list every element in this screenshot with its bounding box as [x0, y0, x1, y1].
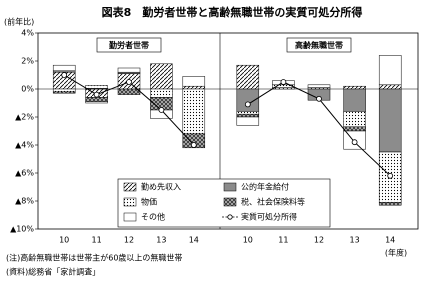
bar-segment — [182, 88, 206, 135]
line-marker — [387, 172, 394, 179]
x-tick-label: 10 — [243, 236, 253, 245]
x-tick-label: 11 — [92, 236, 102, 245]
bar-segment — [343, 85, 366, 90]
bar-segment — [85, 85, 108, 89]
legend-swatch — [223, 182, 237, 192]
y-tick-label: ▲4% — [15, 141, 34, 150]
legend-swatch — [123, 197, 137, 207]
bar-segment — [378, 202, 402, 206]
line-marker — [244, 101, 251, 108]
bar-segment — [85, 101, 108, 104]
y-tick-label: 2% — [21, 57, 34, 66]
bar-segment — [343, 88, 366, 112]
bar-segment — [236, 88, 260, 112]
x-tick-label: 14 — [385, 236, 395, 245]
legend-swatch — [123, 212, 137, 222]
line-marker — [93, 91, 100, 98]
x-unit: (年度) — [385, 248, 407, 258]
bar-segment — [52, 88, 76, 93]
chart-title: 図表8 勤労者世帯と高齢無職世帯の実質可処分所得 — [102, 5, 363, 19]
bar-segment — [236, 64, 260, 90]
legend-label: 実質可処分所得 — [241, 212, 297, 222]
line-marker — [126, 79, 132, 85]
legend-label: 物価 — [141, 197, 157, 207]
legend-marker — [227, 214, 233, 220]
legend-label: 税、社会保険料等 — [241, 197, 305, 207]
x-tick-label: 13 — [350, 236, 360, 245]
line-marker — [190, 142, 197, 148]
bar-segment — [378, 55, 402, 86]
panel-title: 勤労者世帯 — [109, 40, 149, 50]
bar-segment — [182, 85, 206, 90]
note: (資料)総務省「家計調査」 — [6, 267, 100, 277]
bar-segment — [117, 88, 141, 95]
plot-frame — [37, 32, 419, 230]
bar-segment — [236, 116, 260, 126]
bar-segment — [307, 84, 331, 88]
legend-swatch — [223, 197, 237, 207]
line-marker — [61, 72, 68, 78]
bar-segment — [150, 88, 173, 98]
panel-title-box — [286, 37, 352, 53]
bar-segment — [343, 126, 366, 132]
bar-segment — [150, 63, 173, 90]
x-tick-label: 10 — [59, 236, 69, 245]
bar-segment — [343, 111, 366, 128]
x-tick-label: 11 — [278, 236, 288, 245]
line-marker — [316, 95, 322, 102]
y-tick-label: ▲2% — [15, 113, 34, 122]
y-tick-label: ▲6% — [15, 169, 34, 178]
panel-title-box — [96, 37, 162, 53]
x-tick-label: 12 — [124, 236, 134, 245]
line-marker — [280, 79, 287, 85]
x-tick-label: 13 — [156, 236, 166, 245]
bar-segment — [236, 113, 260, 118]
line-marker — [351, 139, 358, 146]
bar-segment — [117, 67, 141, 73]
y-axis-label: (前年比) — [4, 17, 34, 27]
legend-swatch — [123, 182, 137, 192]
y-tick-label: ▲8% — [15, 197, 34, 206]
bar-segment — [236, 111, 260, 115]
panel-title: 高齢無職世帯 — [295, 40, 343, 50]
x-tick-label: 12 — [314, 236, 324, 245]
legend-label: 公的年金給付 — [241, 182, 289, 192]
y-tick-label: 4% — [21, 29, 34, 38]
bar-segment — [182, 76, 206, 87]
note: (注)高齢無職世帯は世帯主が60歳以上の無職世帯 — [6, 253, 182, 263]
bar-segment — [378, 88, 402, 153]
y-tick-label: ▲10% — [10, 225, 34, 234]
bar-segment — [378, 84, 402, 90]
x-tick-label: 14 — [189, 236, 199, 245]
bar-segment — [52, 64, 76, 72]
y-tick-label: 0% — [21, 85, 34, 94]
bar-segment — [85, 97, 108, 102]
bar-segment — [52, 91, 76, 94]
line-marker — [158, 107, 165, 113]
legend-label: その他 — [141, 212, 165, 222]
legend-label: 勤め先収入 — [141, 182, 181, 192]
